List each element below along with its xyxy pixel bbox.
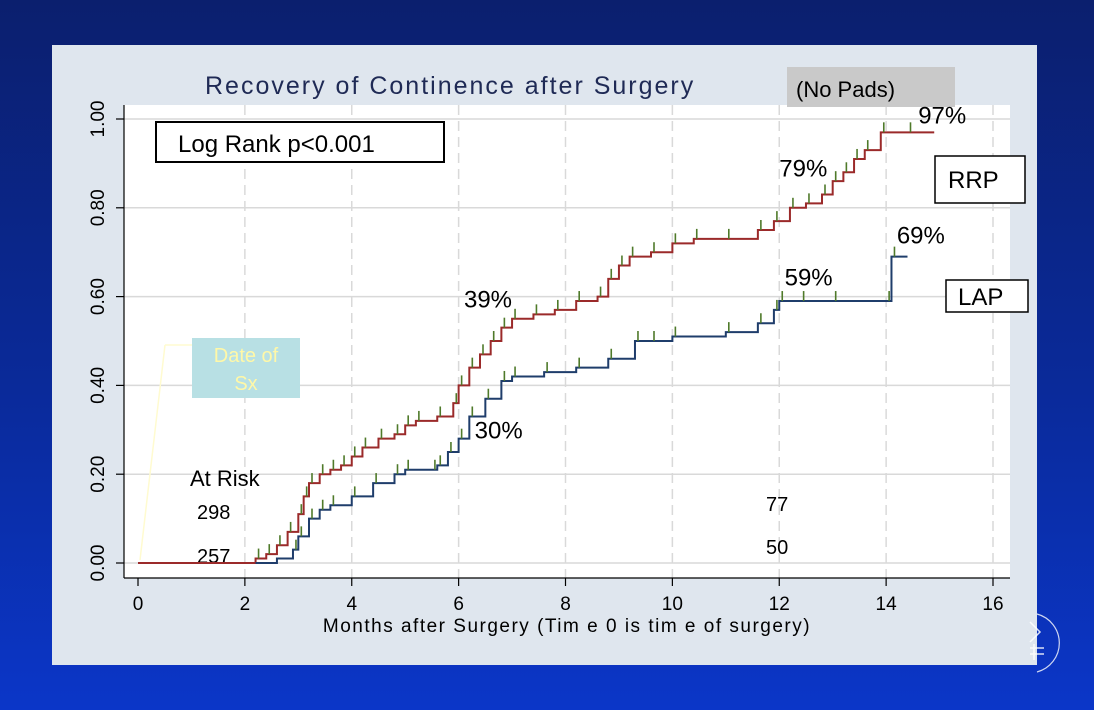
y-tick-label: 0.40: [88, 367, 109, 404]
at-risk-lap-t12: 50: [766, 537, 788, 559]
institution-seal-icon: [1029, 613, 1060, 673]
annotations-layer: 97% 79% 69% 59% 39% 30%: [464, 102, 966, 444]
stat-box-text: Log Rank p<0.001: [178, 131, 375, 158]
at-risk-lap-t0: 257: [197, 546, 230, 568]
percent-annotation: 30%: [475, 418, 523, 445]
y-tick-label: 0.20: [88, 456, 109, 493]
x-tick-label: 8: [560, 594, 571, 615]
title-note-box: [787, 67, 955, 107]
x-tick-label: 14: [876, 594, 898, 615]
y-tick-label: 1.00: [88, 101, 109, 138]
series-layer: [138, 122, 935, 564]
percent-annotation: 39%: [464, 287, 512, 314]
title-note: (No Pads): [796, 77, 895, 102]
percent-annotation: 59%: [785, 265, 833, 292]
y-tick-label: 0.00: [88, 545, 109, 582]
chart-title: Recovery of Continence after Surgery: [205, 72, 695, 100]
stat-box: [155, 121, 445, 163]
y-tick-label: 0.60: [88, 278, 109, 315]
x-axis-label: Months after Surgery (Tim e 0 is tim e o…: [323, 616, 811, 637]
y-tick-label: 0.80: [88, 189, 109, 226]
percent-annotation: 97%: [918, 102, 966, 129]
percent-annotation: 69%: [897, 222, 945, 249]
axes: 0 2 4 6 8 10 12 14 16 0.00 0.20 0.40 0.60 0.80 1.00: [88, 101, 1010, 615]
at-risk-label: At Risk: [190, 466, 261, 491]
date-of-sx-line1: Date of: [214, 345, 279, 367]
series-line-lap: [255, 255, 908, 564]
legend-box-lap: [945, 279, 1029, 313]
x-tick-label: 4: [346, 594, 357, 615]
legend-label-lap: LAP: [958, 284, 1003, 311]
date-of-sx-line2: Sx: [234, 373, 257, 395]
x-tick-label: 0: [133, 594, 144, 615]
at-risk-rrp-t12: 77: [766, 494, 788, 516]
x-tick-label: 10: [662, 594, 683, 615]
percent-annotation: 79%: [779, 156, 827, 183]
legend-label-rrp: RRP: [948, 167, 999, 194]
at-risk-rrp-t0: 298: [197, 502, 230, 524]
date-of-sx-box: [192, 338, 300, 398]
legend-box-rrp: [934, 155, 1026, 204]
x-tick-label: 6: [453, 594, 464, 615]
x-tick-label: 12: [769, 594, 790, 615]
date-of-sx-pointer: [139, 344, 166, 561]
x-tick-label: 2: [240, 594, 251, 615]
x-tick-label: 16: [982, 594, 1003, 615]
